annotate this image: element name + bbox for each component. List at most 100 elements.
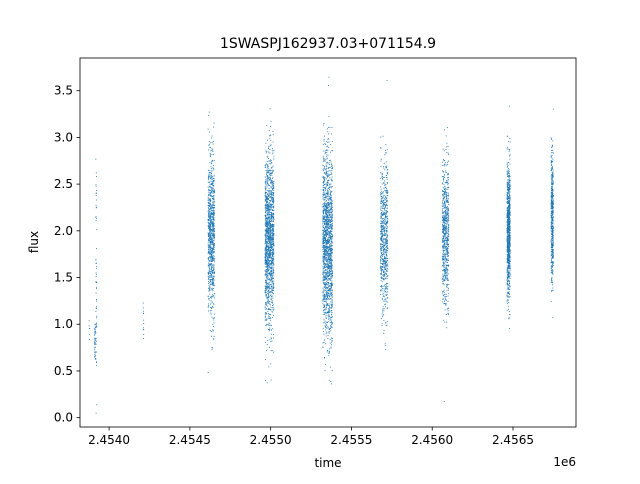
data-point (386, 179, 388, 181)
data-point (327, 193, 329, 195)
data-point (266, 271, 268, 273)
data-point (272, 290, 274, 291)
data-point (209, 254, 211, 256)
data-point (329, 227, 331, 229)
data-point (267, 249, 269, 251)
data-point (212, 281, 214, 283)
data-point (329, 197, 331, 199)
data-point (208, 143, 210, 145)
data-point (264, 165, 266, 167)
data-point (331, 180, 333, 182)
data-point (270, 281, 272, 283)
data-point (380, 269, 382, 271)
data-point (265, 271, 267, 273)
data-point (267, 258, 269, 260)
data-point (272, 351, 274, 353)
data-point (207, 225, 209, 227)
data-point (329, 258, 331, 260)
data-point (210, 276, 212, 277)
data-point (212, 267, 214, 269)
data-point (386, 223, 388, 225)
data-point (268, 238, 270, 239)
data-point (211, 270, 213, 272)
data-point (329, 184, 331, 185)
data-point (385, 277, 386, 279)
data-point (264, 247, 266, 249)
data-point (381, 232, 383, 233)
data-point (325, 302, 327, 304)
data-point (322, 186, 324, 188)
data-point (272, 216, 273, 218)
data-point (382, 179, 384, 181)
data-point (325, 327, 327, 329)
data-point (270, 275, 272, 277)
data-point (264, 164, 266, 166)
data-point (330, 151, 331, 153)
data-point (208, 172, 210, 174)
data-point (328, 265, 330, 267)
data-point (326, 188, 328, 190)
data-point (446, 308, 448, 310)
data-point (271, 238, 273, 240)
data-point (270, 264, 272, 266)
data-point (265, 288, 267, 290)
data-point (447, 279, 449, 281)
data-point (330, 304, 332, 305)
data-point (211, 188, 213, 189)
data-point (331, 251, 333, 253)
data-point (327, 284, 329, 286)
data-point (272, 189, 273, 190)
data-point (324, 274, 326, 276)
data-point (265, 220, 267, 222)
data-point (383, 209, 385, 211)
data-point (269, 225, 271, 226)
data-point (269, 236, 271, 238)
data-point (331, 234, 333, 236)
data-point (211, 215, 213, 217)
data-point (322, 268, 324, 269)
data-point (207, 221, 209, 223)
data-point (323, 246, 325, 248)
data-point (327, 192, 329, 194)
data-point (210, 228, 211, 230)
data-point (272, 197, 274, 199)
data-point (328, 327, 330, 329)
data-point (331, 313, 332, 315)
data-point (384, 243, 386, 245)
data-point (266, 201, 268, 203)
data-point (385, 251, 387, 253)
data-point (328, 314, 330, 316)
data-point (208, 188, 210, 190)
data-point (322, 259, 324, 261)
data-point (272, 286, 274, 288)
data-point (382, 202, 384, 204)
data-point (381, 258, 383, 260)
data-point (211, 141, 213, 143)
data-point (265, 230, 267, 232)
data-point (208, 149, 210, 151)
data-point (211, 249, 213, 251)
data-point (270, 290, 272, 292)
data-point (210, 212, 212, 214)
data-point (324, 193, 326, 195)
data-point (331, 264, 332, 265)
data-point (325, 232, 327, 234)
data-point (329, 225, 331, 227)
data-point (272, 233, 274, 235)
data-point (207, 258, 209, 260)
data-point (327, 222, 328, 223)
data-point (266, 165, 268, 166)
data-point (326, 295, 328, 297)
data-point (271, 204, 273, 206)
data-point (265, 318, 267, 320)
data-point (327, 239, 329, 241)
data-point (381, 198, 383, 200)
data-point (271, 187, 273, 189)
data-point (142, 302, 144, 304)
data-point (327, 176, 328, 178)
data-point (271, 340, 273, 342)
data-point (324, 275, 326, 277)
data-point (272, 239, 274, 240)
data-point (207, 273, 209, 275)
data-point (209, 238, 211, 240)
